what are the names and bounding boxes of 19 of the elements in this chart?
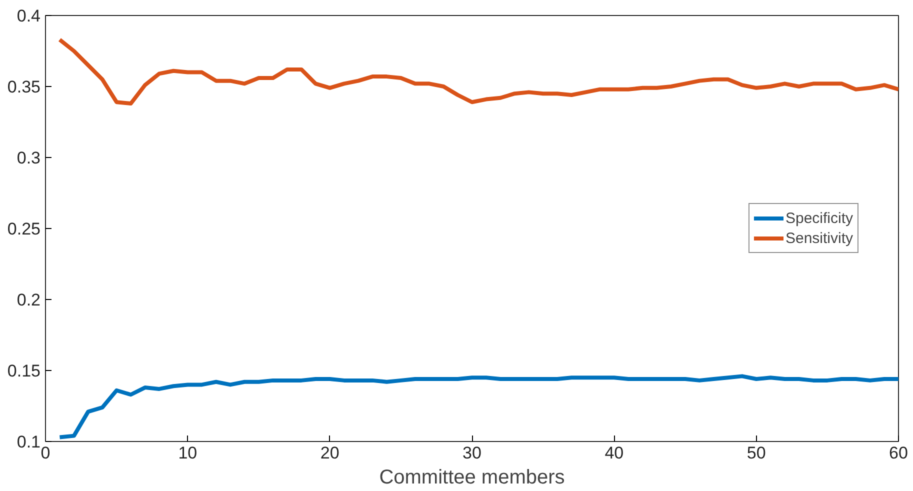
- y-tick-label: 0.35: [7, 78, 41, 96]
- y-tick-label: 0.4: [16, 6, 41, 26]
- legend-label: Sensitivity: [785, 230, 853, 246]
- x-tick-label: 50: [746, 444, 766, 462]
- x-axis-title: Committee members: [379, 466, 565, 488]
- line-series: [58, 374, 898, 440]
- x-tick-label: 0: [40, 444, 50, 462]
- y-tick-label: 0.1: [16, 432, 41, 452]
- x-tick-label: 60: [889, 444, 908, 462]
- x-tick-label: 40: [604, 444, 624, 462]
- x-tick-label: 20: [320, 444, 340, 462]
- x-tick-label: 30: [462, 444, 482, 462]
- y-tick-label: 0.2: [16, 290, 41, 310]
- legend-label: Specificity: [785, 210, 853, 226]
- y-tick-label: 0.25: [7, 220, 41, 238]
- y-tick-label: 0.3: [16, 148, 41, 168]
- x-tick-label: 10: [178, 444, 198, 462]
- line-series: [58, 38, 898, 106]
- y-tick-label: 0.15: [7, 362, 41, 380]
